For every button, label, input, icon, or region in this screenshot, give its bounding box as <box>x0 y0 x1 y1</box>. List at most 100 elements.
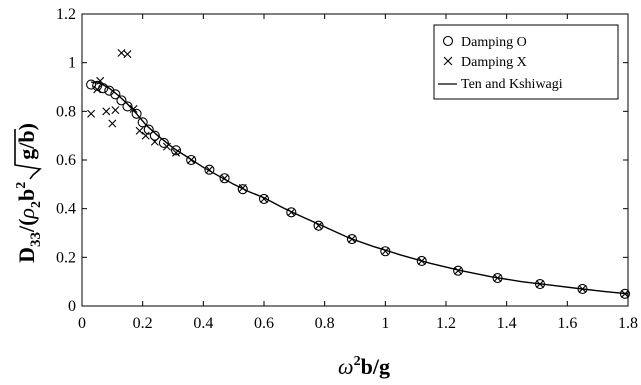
x-axis-label: ω2b/g <box>338 354 390 379</box>
point-damping-x <box>96 76 105 85</box>
y-tick-label: 1.2 <box>56 6 76 23</box>
y-tick-label: 0.4 <box>56 201 76 218</box>
point-damping-o <box>131 108 142 119</box>
point-damping-o <box>149 130 160 141</box>
point-damping-x <box>381 247 390 256</box>
point-damping-x <box>141 131 150 140</box>
x-tick-label: 0.8 <box>315 315 335 332</box>
point-damping-o <box>416 255 427 267</box>
point-damping-o <box>104 85 115 96</box>
point-damping-o <box>258 193 270 204</box>
point-damping-o <box>619 288 631 299</box>
point-damping-x <box>162 142 171 151</box>
sqrt-icon <box>14 129 42 180</box>
point-damping-o <box>110 89 121 100</box>
y-tick-label: 0 <box>68 298 76 315</box>
y-ticks: 0 0.2 0.4 0.6 0.8 1 1.2 <box>56 6 628 315</box>
point-damping-x <box>150 137 159 146</box>
y-tick-label: 0.2 <box>56 249 76 266</box>
point-damping-x <box>205 165 214 174</box>
point-damping-x <box>117 48 126 57</box>
y-tick-label: 0.6 <box>56 152 76 169</box>
point-damping-o <box>492 272 503 284</box>
x-tick-label: 1 <box>381 315 389 332</box>
legend-circle-icon <box>442 35 454 47</box>
legend-x-icon <box>443 56 453 66</box>
legend: Damping O Damping X Ten and Kshiwagi <box>433 24 619 100</box>
point-damping-o <box>143 124 154 135</box>
y-tick-label: 0.8 <box>56 103 76 120</box>
point-damping-o <box>158 137 169 149</box>
y-axis-label: D33/(ρ2b2g/b) <box>14 123 44 263</box>
point-damping-x <box>108 119 117 128</box>
x-tick-label: 0.2 <box>133 315 153 332</box>
point-damping-o <box>116 95 127 106</box>
ylabel-open: /( <box>14 219 39 233</box>
point-damping-x <box>93 85 102 94</box>
ylabel-D: D <box>14 247 39 263</box>
y-tick-label: 1 <box>68 55 76 72</box>
point-damping-x <box>123 50 132 59</box>
point-damping-x <box>129 104 138 113</box>
point-damping-o <box>170 145 182 156</box>
point-damping-x <box>238 183 247 192</box>
point-damping-x <box>102 107 111 116</box>
ylabel-sup2: 2 <box>14 182 29 189</box>
point-damping-x <box>172 148 181 157</box>
legend-label-damping-o: Damping O <box>461 35 527 50</box>
ylabel-close: ) <box>14 123 39 130</box>
point-damping-x <box>493 274 502 283</box>
point-damping-x <box>620 289 629 298</box>
point-damping-x <box>287 208 296 217</box>
ylabel-b2: b <box>14 130 39 142</box>
point-damping-x <box>578 284 587 293</box>
point-damping-o <box>286 207 297 218</box>
point-damping-o <box>313 220 324 231</box>
ylabel-b: b <box>14 189 39 201</box>
x-tick-label: 1.2 <box>436 315 456 332</box>
series-line-ten-kshiwagi <box>91 81 629 295</box>
point-damping-o <box>380 246 391 257</box>
point-damping-o <box>204 164 215 175</box>
point-damping-x <box>347 235 356 244</box>
point-damping-x <box>536 280 545 289</box>
point-damping-x <box>87 109 96 118</box>
point-damping-o <box>219 173 230 184</box>
point-damping-o <box>577 283 588 295</box>
point-damping-o <box>534 279 546 290</box>
point-damping-x <box>187 156 196 164</box>
point-damping-x <box>220 174 229 183</box>
xlabel-sup: 2 <box>354 354 361 369</box>
svg-text:D33/(ρ2b2g/b): D33/(ρ2b2g/b) <box>14 123 44 263</box>
xlabel-rest: b/g <box>361 354 390 379</box>
ylabel-sub2: 2 <box>29 201 44 208</box>
point-damping-o <box>237 184 248 195</box>
point-damping-x <box>314 221 323 230</box>
x-ticks: 0 0.2 0.4 0.6 0.8 1 1.2 1.4 1.6 1.8 <box>78 14 638 332</box>
x-tick-label: 1.6 <box>557 315 577 332</box>
point-damping-o <box>346 234 358 245</box>
curve-series <box>91 81 629 295</box>
ylabel-g: g <box>14 149 39 160</box>
point-damping-x <box>454 266 463 275</box>
ylabel-rho: ρ <box>14 208 39 220</box>
legend-label-damping-x: Damping X <box>461 55 527 70</box>
point-damping-o <box>92 80 103 91</box>
point-damping-x <box>260 194 268 203</box>
x-tick-label: 1.8 <box>618 315 638 332</box>
point-damping-x <box>111 106 120 115</box>
x-tick-label: 1.4 <box>497 315 517 332</box>
marker-series <box>86 48 631 299</box>
point-damping-o <box>137 117 148 128</box>
ylabel-sub33: 33 <box>28 232 44 247</box>
point-damping-o <box>86 79 97 90</box>
legend-label-ten-kshiwagi: Ten and Kshiwagi <box>461 77 563 92</box>
ylabel-slash: / <box>14 142 39 150</box>
point-damping-o <box>186 154 197 166</box>
x-tick-label: 0 <box>78 315 86 332</box>
x-tick-label: 0.6 <box>254 315 274 332</box>
xlabel-omega: ω <box>338 354 354 379</box>
point-damping-x <box>135 126 144 135</box>
